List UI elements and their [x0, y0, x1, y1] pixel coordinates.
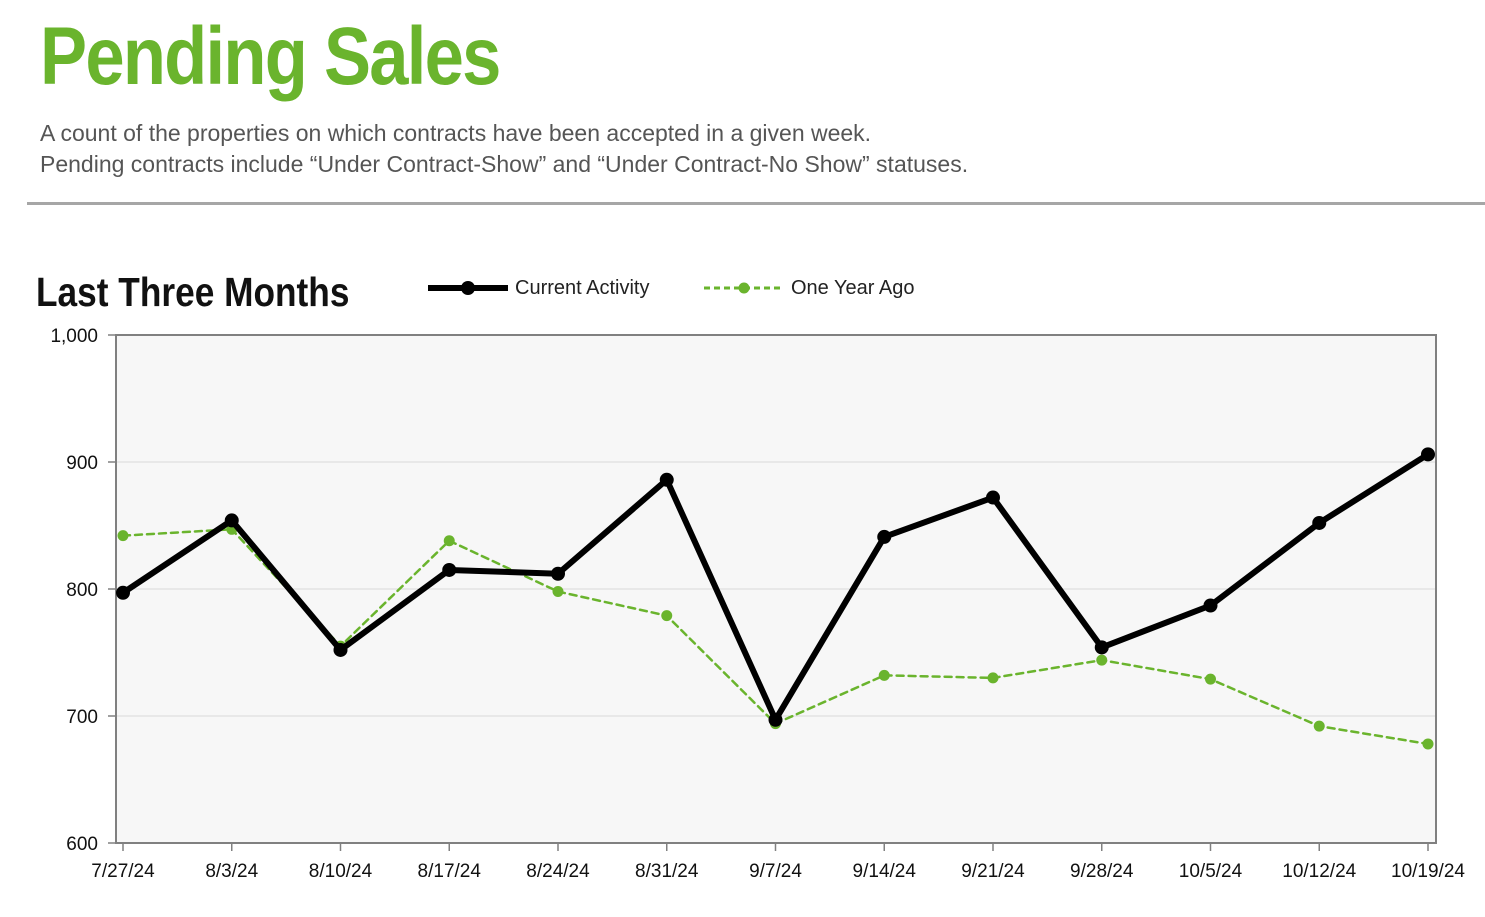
current-activity-point [1312, 515, 1327, 530]
one-year-ago-point [987, 672, 999, 684]
x-tick-label: 10/12/24 [1282, 861, 1356, 882]
x-tick-label: 8/31/24 [635, 861, 699, 882]
x-tick-label: 10/19/24 [1391, 861, 1465, 882]
current-activity-point [1094, 640, 1109, 655]
current-activity-point [333, 642, 348, 657]
description-line-2: Pending contracts include “Under Contrac… [40, 151, 969, 177]
one-year-ago-point [117, 530, 129, 542]
x-tick-label: 7/27/24 [91, 861, 155, 882]
header-divider [27, 202, 1485, 205]
current-activity-point [1203, 598, 1218, 613]
x-tick-label: 10/5/24 [1179, 861, 1243, 882]
description-line-1: A count of the properties on which contr… [40, 120, 872, 146]
legend-item-one-year-ago: One Year Ago [703, 274, 914, 302]
legend-label-one-year-ago: One Year Ago [791, 276, 915, 299]
one-year-ago-point [1096, 654, 1108, 666]
current-activity-point [659, 472, 674, 487]
one-year-ago-point [1205, 673, 1216, 685]
current-activity-point [986, 490, 1000, 505]
legend-swatch-current-activity [428, 281, 508, 295]
one-year-ago-point [661, 610, 673, 622]
y-tick-label: 800 [66, 580, 98, 601]
x-tick-label: 9/28/24 [1070, 861, 1134, 882]
y-tick-label: 900 [66, 453, 98, 474]
current-activity-point [551, 566, 565, 581]
x-tick-label: 9/7/24 [749, 861, 802, 882]
y-tick-label: 1,000 [50, 326, 98, 347]
one-year-ago-point [552, 586, 564, 598]
x-tick-label: 9/21/24 [961, 861, 1025, 882]
legend-swatch-one-year-ago [704, 282, 784, 294]
current-activity-point [877, 529, 892, 544]
x-tick-label: 8/24/24 [526, 861, 590, 882]
chart-title: Last Three Months [36, 269, 350, 315]
one-year-ago-point [443, 535, 455, 547]
page-title: Pending Sales [40, 11, 501, 102]
x-tick-label: 8/3/24 [205, 861, 258, 882]
current-activity-point [116, 585, 130, 600]
y-tick-label: 600 [66, 834, 98, 855]
current-activity-point [768, 712, 783, 727]
legend-label-current-activity: Current Activity [515, 276, 650, 299]
one-year-ago-point [1313, 720, 1325, 732]
y-tick-label: 700 [66, 707, 98, 728]
current-activity-point [1421, 447, 1435, 462]
one-year-ago-point [1422, 738, 1434, 750]
one-year-ago-point [878, 669, 890, 681]
x-tick-label: 9/14/24 [853, 861, 917, 882]
legend-item-current-activity: Current Activity [427, 274, 649, 302]
x-tick-label: 8/10/24 [309, 861, 373, 882]
x-tick-label: 8/17/24 [418, 861, 482, 882]
current-activity-point [442, 562, 457, 577]
current-activity-point [224, 513, 239, 528]
